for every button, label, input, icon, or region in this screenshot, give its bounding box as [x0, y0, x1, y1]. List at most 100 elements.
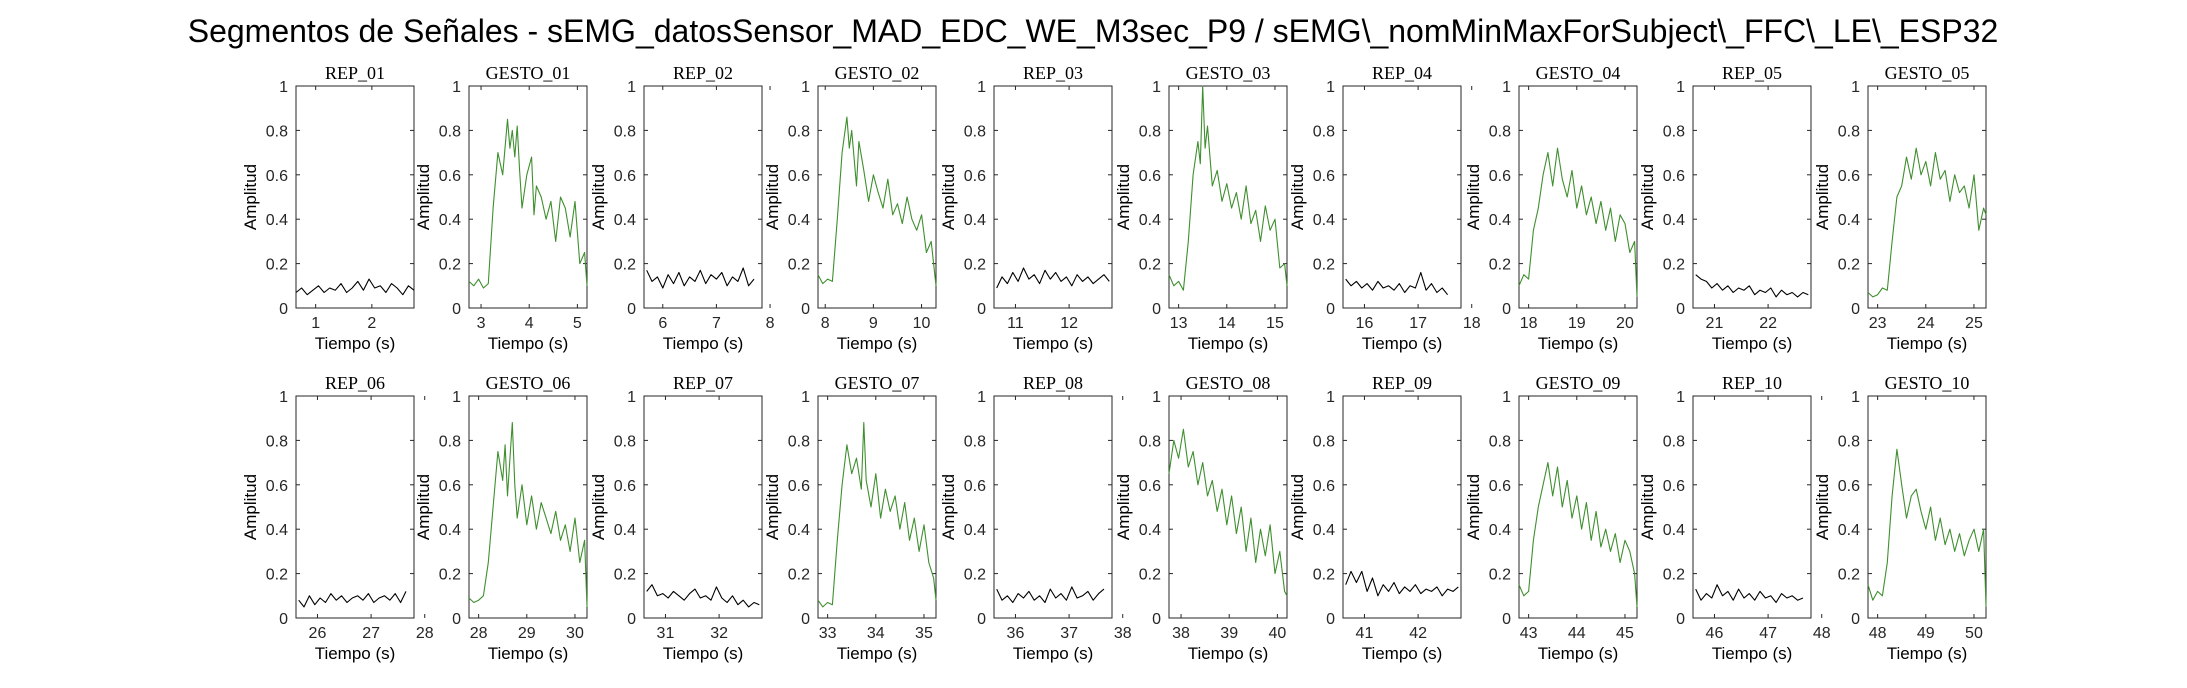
signal-line — [1695, 584, 1804, 604]
axes-frame — [1692, 395, 1812, 619]
y-tick-label: 0.4 — [614, 522, 636, 539]
x-axis-label: Tiempo (s) — [837, 644, 918, 663]
subplot-title: GESTO_08 — [1186, 373, 1271, 393]
x-tick-label: 18 — [1463, 315, 1481, 332]
y-tick-label: 0 — [452, 611, 461, 628]
y-tick-label: 0.2 — [1489, 567, 1511, 584]
y-tick-label: 0.4 — [788, 212, 810, 229]
subplot-title: REP_01 — [325, 63, 385, 83]
subplot-12: 0 0.2 0.4 0.6 0.8 1 28 29 30 GESTO_06 Tiempo (s) Am… — [414, 373, 588, 663]
y-tick-label: 0.8 — [788, 123, 810, 140]
y-tick-label: 0.2 — [1139, 567, 1161, 584]
x-tick-label: 13 — [1170, 315, 1188, 332]
y-tick-label: 0.6 — [1489, 168, 1511, 185]
x-tick-label: 19 — [1568, 315, 1586, 332]
y-tick-label: 0 — [279, 611, 288, 628]
y-tick-label: 0.8 — [614, 123, 636, 140]
x-axis-label: Tiempo (s) — [1887, 644, 1968, 663]
x-tick-label: 34 — [867, 625, 885, 642]
y-tick-label: 1 — [1152, 389, 1161, 406]
subplot-title: GESTO_07 — [835, 373, 920, 393]
y-tick-label: 0.8 — [1838, 433, 1860, 450]
y-axis-label: Amplitud — [414, 474, 433, 540]
signal-line — [996, 586, 1105, 604]
subplot-13: 0 0.2 0.4 0.6 0.8 1 31 32 REP_07 Tiempo (s) Amplit… — [589, 373, 763, 663]
y-tick-label: 1 — [627, 389, 636, 406]
axes-frame — [1342, 395, 1462, 619]
x-tick-label: 49 — [1917, 625, 1935, 642]
x-tick-label: 2 — [367, 315, 376, 332]
signal-line — [1345, 570, 1459, 597]
y-tick-label: 0.4 — [964, 522, 986, 539]
y-axis-label: Amplitud — [241, 164, 260, 230]
y-tick-label: 0.6 — [266, 168, 288, 185]
x-tick-label: 47 — [1759, 625, 1777, 642]
y-tick-label: 0.8 — [439, 123, 461, 140]
subplot-title: GESTO_06 — [486, 373, 571, 393]
y-tick-label: 1 — [1676, 389, 1685, 406]
x-tick-label: 7 — [712, 315, 721, 332]
y-tick-label: 0.8 — [1663, 123, 1685, 140]
x-tick-label: 39 — [1220, 625, 1238, 642]
x-axis-label: Tiempo (s) — [1362, 334, 1443, 353]
y-axis-label: Amplitud — [1288, 474, 1307, 540]
x-tick-label: 46 — [1706, 625, 1724, 642]
x-tick-label: 1 — [311, 315, 320, 332]
subplot-3: 0 0.2 0.4 0.6 0.8 1 6 7 8 REP_02 Tiempo (s) Amplitu… — [589, 63, 775, 353]
y-axis-label: Amplitud — [939, 474, 958, 540]
y-tick-label: 0.6 — [788, 168, 810, 185]
x-tick-label: 36 — [1007, 625, 1025, 642]
x-tick-label: 32 — [710, 625, 728, 642]
x-tick-label: 20 — [1616, 315, 1634, 332]
y-tick-label: 0.6 — [964, 168, 986, 185]
y-tick-label: 0 — [452, 301, 461, 318]
y-tick-label: 1 — [1326, 389, 1335, 406]
y-tick-label: 0.8 — [964, 433, 986, 450]
y-tick-label: 0.8 — [266, 123, 288, 140]
y-axis-label: Amplitud — [1464, 164, 1483, 230]
signal-line — [468, 422, 588, 607]
x-tick-label: 10 — [913, 315, 931, 332]
y-tick-label: 0.4 — [266, 522, 288, 539]
y-tick-label: 1 — [452, 389, 461, 406]
subplot-11: 0 0.2 0.4 0.6 0.8 1 26 27 28 REP_06 Tiempo (s) Ampl… — [241, 373, 434, 663]
y-tick-label: 0.8 — [1313, 433, 1335, 450]
x-tick-label: 23 — [1869, 315, 1887, 332]
y-tick-label: 0.6 — [1838, 478, 1860, 495]
subplot-18: 0 0.2 0.4 0.6 0.8 1 43 44 45 GESTO_09 Tiempo (s) Am… — [1464, 373, 1638, 663]
y-tick-label: 1 — [627, 79, 636, 96]
y-tick-label: 1 — [279, 79, 288, 96]
y-tick-label: 0.4 — [1313, 212, 1335, 229]
y-tick-label: 0.2 — [1489, 257, 1511, 274]
y-tick-label: 1 — [1851, 389, 1860, 406]
x-tick-label: 24 — [1917, 315, 1935, 332]
y-tick-label: 0.8 — [788, 433, 810, 450]
y-tick-label: 0.8 — [1139, 123, 1161, 140]
y-axis-label: Amplitud — [1114, 164, 1133, 230]
y-tick-label: 0.4 — [1139, 522, 1161, 539]
y-axis-label: Amplitud — [1813, 474, 1832, 540]
y-tick-label: 0.8 — [1489, 433, 1511, 450]
x-tick-label: 33 — [819, 625, 837, 642]
x-tick-label: 14 — [1218, 315, 1236, 332]
subplot-16: 0 0.2 0.4 0.6 0.8 1 38 39 40 GESTO_08 Tiempo (s) Am… — [1114, 373, 1288, 663]
x-tick-label: 21 — [1706, 315, 1724, 332]
y-tick-label: 1 — [977, 389, 986, 406]
axes-frame — [1168, 85, 1288, 309]
signal-line — [468, 118, 588, 289]
y-tick-label: 1 — [1502, 79, 1511, 96]
subplot-7: 0 0.2 0.4 0.6 0.8 1 16 17 18 REP_04 Tiempo (s) Ampl… — [1288, 63, 1481, 353]
y-tick-label: 0.8 — [1313, 123, 1335, 140]
x-axis-label: Tiempo (s) — [315, 334, 396, 353]
y-tick-label: 0 — [1326, 611, 1335, 628]
y-tick-label: 0.6 — [1489, 478, 1511, 495]
y-tick-label: 0 — [627, 301, 636, 318]
x-tick-label: 45 — [1616, 625, 1634, 642]
subplot-19: 0 0.2 0.4 0.6 0.8 1 46 47 48 REP_10 Tiempo (s) Ampl… — [1638, 373, 1831, 663]
y-tick-label: 0 — [1851, 301, 1860, 318]
x-tick-label: 9 — [869, 315, 878, 332]
signal-line — [1168, 85, 1288, 291]
y-axis-label: Amplitud — [1638, 164, 1657, 230]
y-tick-label: 0.2 — [266, 257, 288, 274]
y-tick-label: 0 — [1502, 611, 1511, 628]
